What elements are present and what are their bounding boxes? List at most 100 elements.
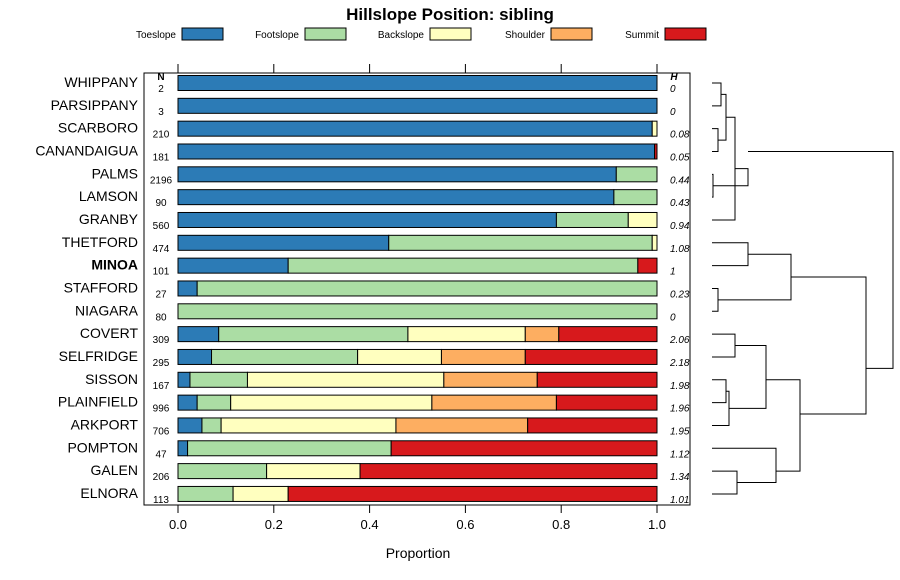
bar-segment-selfridge-footslope bbox=[211, 348, 359, 365]
bar-segment-thetford-toeslope bbox=[177, 234, 390, 251]
bar-segment-pompton-footslope bbox=[187, 440, 392, 457]
row-label-galen: GALEN bbox=[91, 462, 138, 478]
legend-label-toeslope: Toeslope bbox=[136, 30, 176, 41]
bar-segment-minoa-toeslope bbox=[177, 257, 289, 274]
n-column-header: N bbox=[157, 72, 164, 83]
legend-item-shoulder: Shoulder bbox=[505, 27, 593, 41]
x-tick-label-1: 0.2 bbox=[265, 517, 283, 532]
bar-segment-niagara-footslope bbox=[177, 303, 658, 320]
bar-segment-galen-backslope bbox=[266, 463, 361, 480]
bar-segment-sisson-summit bbox=[536, 371, 658, 388]
bar-segment-stafford-toeslope bbox=[177, 280, 198, 297]
n-value-sisson: 167 bbox=[153, 381, 170, 392]
row-label-niagara: NIAGARA bbox=[75, 302, 139, 318]
row-granby: GRANBY 560 0.94 bbox=[79, 211, 690, 232]
n-value-palms: 2196 bbox=[150, 175, 173, 186]
bar-segment-plainfield-footslope bbox=[196, 394, 232, 411]
bar-segment-sisson-backslope bbox=[246, 371, 445, 388]
n-value-niagara: 80 bbox=[155, 312, 167, 323]
bar-segment-selfridge-summit bbox=[524, 348, 658, 365]
row-parsippany: PARSIPPANY 3 0 bbox=[51, 97, 676, 118]
bar-segment-selfridge-backslope bbox=[357, 348, 442, 365]
n-value-arkport: 706 bbox=[153, 426, 170, 437]
bar-segment-arkport-summit bbox=[527, 417, 658, 434]
row-plainfield: PLAINFIELD 996 1.96 bbox=[58, 394, 690, 415]
bar-segment-plainfield-backslope bbox=[230, 394, 433, 411]
bar-segment-palms-toeslope bbox=[177, 166, 617, 183]
bar-segment-granby-footslope bbox=[555, 211, 629, 228]
dendrogram-link-17 bbox=[748, 150, 894, 369]
h-column-header: H bbox=[670, 72, 678, 83]
legend-label-footslope: Footslope bbox=[255, 30, 299, 41]
bar-segment-palms-footslope bbox=[615, 166, 658, 183]
dendrogram-link-0 bbox=[712, 82, 722, 107]
bar-segment-plainfield-toeslope bbox=[177, 394, 198, 411]
dendrogram-link-13 bbox=[712, 470, 738, 495]
dendrogram-link-7 bbox=[712, 287, 719, 312]
n-value-scarboro: 210 bbox=[153, 130, 170, 141]
row-sisson: SISSON 167 1.98 bbox=[85, 371, 690, 392]
row-label-elnora: ELNORA bbox=[80, 485, 138, 501]
bar-segment-covert-toeslope bbox=[177, 326, 220, 343]
legend-swatch-toeslope bbox=[181, 27, 224, 41]
bar-segment-galen-footslope bbox=[177, 463, 268, 480]
row-label-plainfield: PLAINFIELD bbox=[58, 394, 138, 410]
h-value-thetford: 1.08 bbox=[670, 244, 690, 255]
row-label-sisson: SISSON bbox=[85, 371, 138, 387]
h-value-selfridge: 2.18 bbox=[669, 358, 690, 369]
n-value-whippany: 2 bbox=[158, 84, 164, 95]
n-value-minoa: 101 bbox=[153, 267, 170, 278]
row-thetford: THETFORD 474 1.08 bbox=[62, 234, 690, 255]
bar-segment-scarboro-toeslope bbox=[177, 120, 653, 137]
n-value-plainfield: 996 bbox=[153, 404, 170, 415]
row-niagara: NIAGARA 80 0 bbox=[75, 302, 676, 323]
row-palms: PALMS 2196 0.44 bbox=[92, 165, 690, 186]
dendrogram-link-8 bbox=[718, 253, 792, 301]
row-label-covert: COVERT bbox=[80, 325, 139, 341]
legend-item-footslope: Footslope bbox=[255, 27, 347, 41]
row-label-scarboro: SCARBORO bbox=[58, 120, 138, 136]
dendrogram-link-14 bbox=[712, 447, 777, 484]
bar-segment-plainfield-summit bbox=[555, 394, 658, 411]
h-value-stafford: 0.23 bbox=[670, 289, 690, 300]
dendrogram-link-16 bbox=[791, 276, 867, 415]
dendrogram-link-3 bbox=[712, 173, 714, 198]
row-label-pompton: POMPTON bbox=[67, 439, 138, 455]
bar-segment-whippany-toeslope bbox=[177, 75, 658, 91]
row-elnora: ELNORA 113 1.01 bbox=[80, 485, 689, 506]
dendrogram-link-15 bbox=[766, 379, 801, 472]
n-value-stafford: 27 bbox=[155, 289, 167, 300]
dendrogram-link-5 bbox=[713, 168, 749, 187]
h-value-scarboro: 0.08 bbox=[670, 130, 690, 141]
h-value-canandaigua: 0.05 bbox=[670, 152, 690, 163]
row-label-selfridge: SELFRIDGE bbox=[59, 348, 138, 364]
h-value-whippany: 0 bbox=[670, 84, 676, 95]
dendrogram-link-1 bbox=[712, 128, 719, 152]
row-arkport: ARKPORT 706 1.95 bbox=[71, 416, 690, 437]
bar-segment-lamson-toeslope bbox=[177, 189, 615, 206]
row-stafford: STAFFORD 27 0.23 bbox=[64, 279, 690, 300]
bar-segment-granby-toeslope bbox=[177, 211, 557, 228]
h-value-lamson: 0.43 bbox=[670, 198, 690, 209]
x-tick-label-0: 0.0 bbox=[169, 517, 187, 532]
bar-segment-thetford-footslope bbox=[388, 234, 653, 251]
x-tick-label-5: 1.0 bbox=[648, 517, 666, 532]
n-value-canandaigua: 181 bbox=[153, 152, 170, 163]
bar-segment-minoa-footslope bbox=[287, 257, 639, 274]
row-scarboro: SCARBORO 210 0.08 bbox=[58, 120, 690, 141]
bar-segment-sisson-footslope bbox=[189, 371, 248, 388]
legend-swatch-backslope bbox=[429, 27, 472, 41]
n-value-thetford: 474 bbox=[153, 244, 170, 255]
row-label-whippany: WHIPPANY bbox=[64, 74, 138, 90]
bar-segment-arkport-shoulder bbox=[395, 417, 529, 434]
h-value-minoa: 1 bbox=[670, 267, 676, 278]
h-value-palms: 0.44 bbox=[670, 175, 690, 186]
top-axis-ticks bbox=[177, 64, 658, 73]
h-value-sisson: 1.98 bbox=[670, 381, 690, 392]
row-whippany: WHIPPANY 2 0 bbox=[64, 74, 676, 95]
h-value-granby: 0.94 bbox=[670, 221, 690, 232]
row-label-minoa: MINOA bbox=[91, 257, 138, 273]
n-value-pompton: 47 bbox=[155, 449, 167, 460]
